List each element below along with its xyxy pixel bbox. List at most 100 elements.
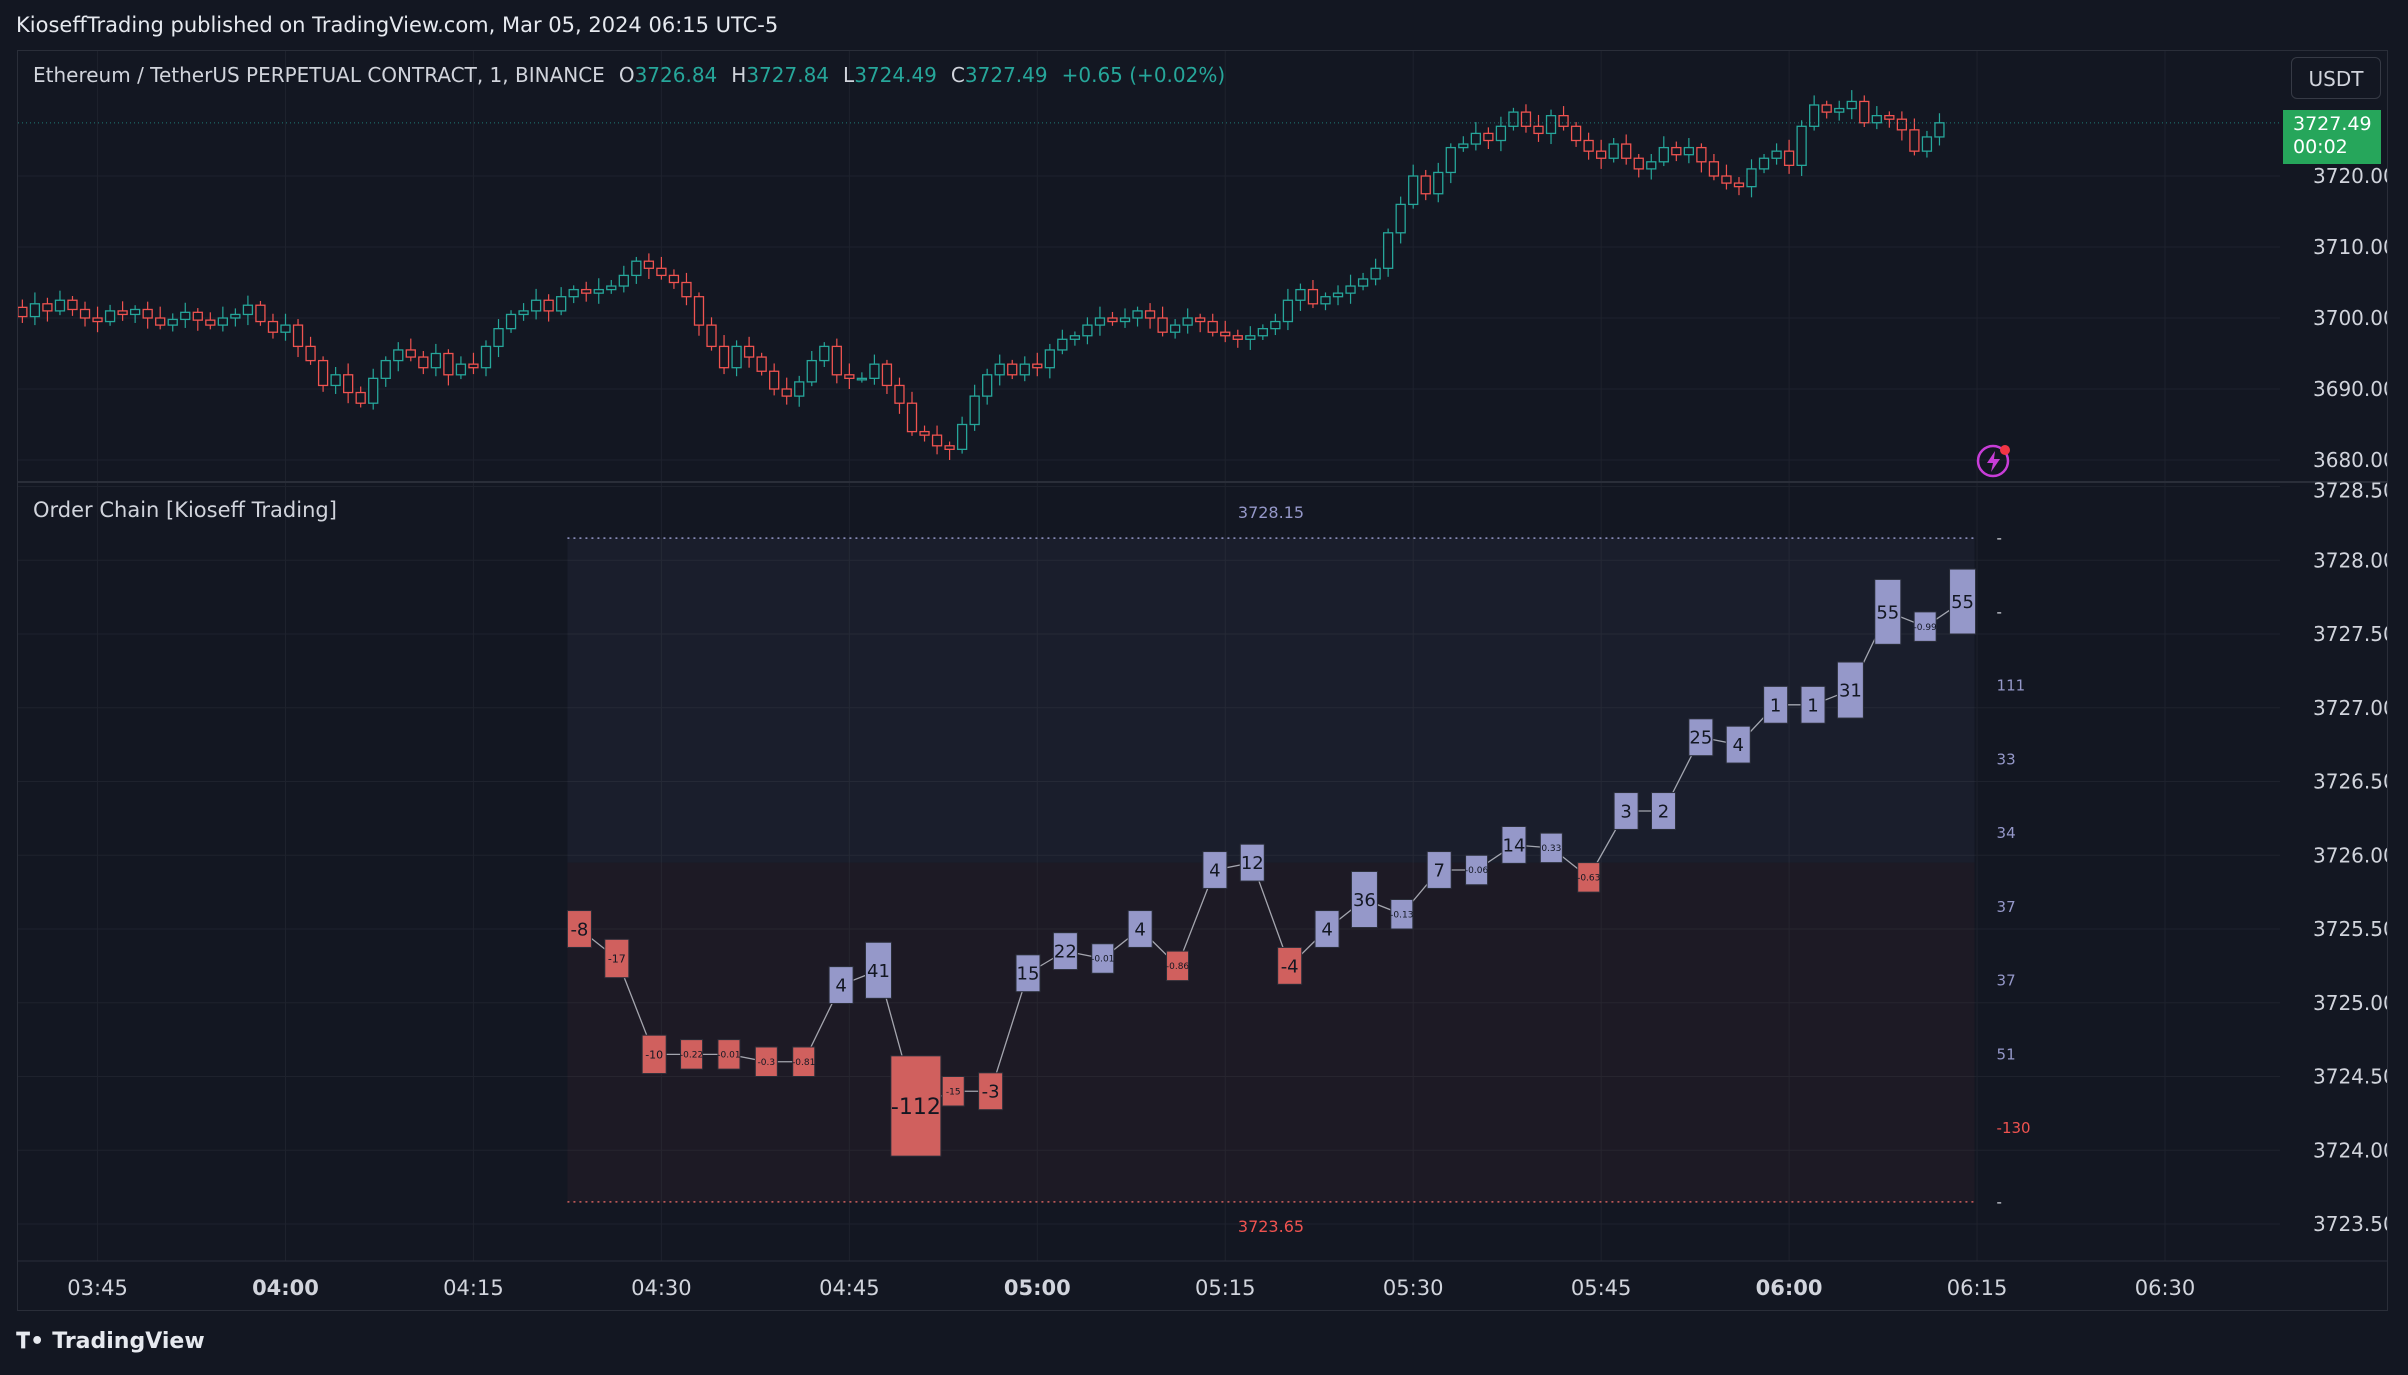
- oc-node-label: 4: [1733, 735, 1744, 756]
- oc-node-label: -17: [608, 952, 626, 965]
- candle-body: [831, 345, 842, 376]
- price-axis-label: 3690.00: [2313, 377, 2388, 401]
- candle-body: [255, 304, 266, 323]
- oc-axis-label: 3728.50: [2313, 479, 2388, 503]
- candle-body: [117, 310, 128, 316]
- candle-body: [54, 299, 66, 312]
- oc-level-label: -130: [1997, 1119, 2031, 1137]
- candle-body: [1082, 324, 1093, 337]
- oc-node-label: -0.99: [1914, 623, 1938, 633]
- candle-body: [643, 260, 655, 269]
- symbol-legend: Ethereum / TetherUS PERPETUAL CONTRACT, …: [33, 63, 1225, 87]
- candle-body: [505, 313, 517, 330]
- candle-body: [556, 296, 567, 312]
- candle-body: [1746, 168, 1757, 188]
- oc-node: [1725, 725, 1751, 764]
- candle-body: [581, 288, 592, 294]
- time-axis-label: 06:15: [1947, 1276, 2008, 1300]
- candle-body: [819, 345, 830, 362]
- close-label: C: [950, 63, 965, 87]
- candle-body: [1834, 107, 1845, 113]
- oc-node-label: -0.86: [1166, 962, 1190, 972]
- candle-body: [1345, 285, 1356, 294]
- oc-level-label: -: [1997, 529, 2002, 547]
- time-axis-label: 03:45: [67, 1276, 128, 1300]
- candle-body: [1144, 310, 1156, 319]
- oc-axis-label: 3724.00: [2313, 1138, 2388, 1162]
- chart-frame[interactable]: 3728.15 3723.65 -8 -17 -10 -0.22 -0.01 -0.3 -0.8…: [17, 50, 2388, 1311]
- candle-body: [1621, 143, 1632, 159]
- oc-node: [864, 941, 892, 999]
- tradingview-logo-text: TradingView: [52, 1329, 205, 1354]
- oc-node-label: 4: [1209, 860, 1220, 881]
- candle-body: [869, 363, 880, 379]
- candle-body: [1884, 115, 1895, 120]
- oc-node-label: -0.06: [1465, 866, 1489, 876]
- alert-icon[interactable]: [1973, 441, 2013, 481]
- candle-body: [1721, 175, 1732, 184]
- oc-axis-label: 3725.50: [2313, 917, 2388, 941]
- candle-body: [1583, 139, 1594, 152]
- oc-node-label: -4: [1281, 956, 1299, 977]
- time-axis-label: 06:30: [2135, 1276, 2196, 1300]
- time-axis-label: 06:00: [1756, 1276, 1823, 1300]
- candle-body: [29, 303, 41, 318]
- price-axis-label: 3680.00: [2313, 448, 2388, 472]
- candle-body: [906, 402, 918, 433]
- oc-node: [1127, 910, 1153, 948]
- candle-body: [380, 359, 391, 380]
- oc-node: [1465, 854, 1489, 886]
- candle-body: [1282, 299, 1294, 323]
- oc-node: [1390, 899, 1414, 930]
- currency-button[interactable]: USDT: [2291, 57, 2381, 99]
- candle-body: [79, 308, 91, 319]
- candle-body: [418, 356, 429, 369]
- oc-node: [1166, 950, 1190, 982]
- candle-body: [1032, 363, 1043, 369]
- candle-body: [1370, 267, 1381, 280]
- candle-body: [844, 374, 855, 379]
- candle-body: [480, 345, 492, 369]
- oc-node-label: 2: [1658, 801, 1669, 822]
- oc-node: [1577, 862, 1601, 893]
- oc-node: [1874, 578, 1902, 645]
- candle-body: [518, 310, 529, 316]
- oc-axis-label: 3727.00: [2313, 696, 2388, 720]
- candle-body: [1445, 146, 1456, 174]
- candle-body: [1909, 129, 1920, 152]
- candle-body: [1295, 288, 1306, 301]
- candle-body: [1069, 335, 1081, 340]
- candle-body: [1307, 288, 1319, 305]
- tradingview-logo-icon: 𝐓•: [16, 1329, 45, 1354]
- candle-body: [455, 363, 467, 376]
- indicator-title[interactable]: Order Chain [Kioseff Trading]: [33, 498, 337, 522]
- publish-text: KioseffTrading published on TradingView.…: [16, 13, 779, 37]
- oc-node: [978, 1072, 1004, 1111]
- candle-body: [781, 388, 792, 397]
- oc-node: [1202, 851, 1228, 889]
- oc-node-label: 4: [835, 976, 846, 997]
- oc-node-label: 4: [1134, 919, 1145, 940]
- candle-body: [530, 299, 542, 312]
- time-axis-label: 05:00: [1004, 1276, 1071, 1300]
- oc-level-label: 37: [1997, 898, 2016, 916]
- high-label: H: [731, 63, 747, 87]
- candle-body: [1119, 317, 1131, 323]
- change-value: +0.65 (+0.02%): [1061, 63, 1226, 87]
- candle-body: [1470, 132, 1481, 145]
- oc-node: [1763, 685, 1789, 724]
- candle-body: [1533, 125, 1544, 135]
- oc-node-label: 22: [1054, 942, 1077, 963]
- oc-node-label: 41: [867, 961, 890, 982]
- candle-body: [1508, 111, 1519, 127]
- candle-body: [1708, 161, 1720, 177]
- oc-node: [1314, 910, 1340, 948]
- candle-body: [280, 324, 291, 333]
- candle-body: [593, 288, 604, 294]
- oc-node-label: 55: [1951, 592, 1974, 613]
- oc-level-label: 111: [1997, 677, 2026, 695]
- tradingview-logo[interactable]: 𝐓• TradingView: [16, 1329, 205, 1354]
- candle-body: [330, 374, 341, 387]
